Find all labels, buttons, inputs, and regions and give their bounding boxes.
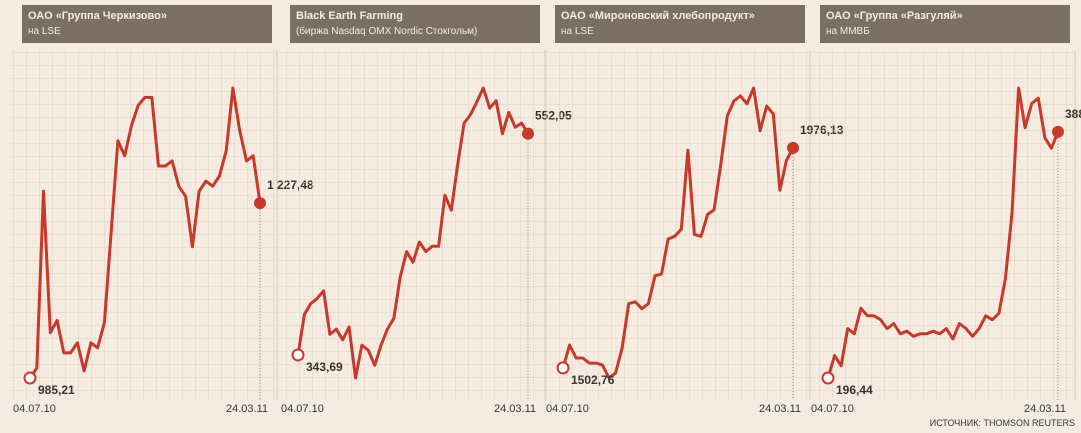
price-line — [296, 86, 530, 380]
chart-title: Black Earth Farming — [296, 10, 403, 22]
start-point — [291, 348, 305, 362]
end-point — [522, 127, 534, 140]
value-label: 388,77 — [1065, 107, 1081, 121]
x-tick-label: 24.03.11 — [1024, 403, 1066, 415]
x-tick-label: 04.07.10 — [546, 403, 589, 415]
value-label: 343,69 — [306, 360, 343, 374]
header-box — [290, 5, 540, 43]
source: ИСТОЧНИК: THOMSON REUTERS — [930, 418, 1075, 428]
chart-subtitle: (биржа Nasdaq OMX Nordic Стокгольм) — [296, 25, 477, 37]
x-tick-label: 04.07.10 — [13, 403, 56, 415]
grid — [543, 50, 808, 400]
chart-subtitle: на ММВБ — [826, 26, 870, 37]
x-tick-label: 24.03.11 — [226, 403, 268, 415]
x-tick-label: 24.03.11 — [494, 403, 536, 415]
price-line — [28, 86, 262, 379]
chart-title: ОАО «Группа «Разгуляй» — [826, 10, 963, 22]
header-box — [820, 5, 1070, 43]
start-point — [556, 361, 570, 375]
price-line — [561, 86, 795, 380]
price-line — [826, 86, 1060, 379]
end-point — [254, 197, 266, 210]
end-point — [1052, 125, 1064, 138]
chart-title: ОАО «Мироновский хлебопродукт» — [561, 10, 755, 22]
grid — [278, 50, 543, 400]
value-label: 196,44 — [836, 383, 873, 397]
x-tick-label: 04.07.10 — [811, 403, 854, 415]
x-tick-label: 04.07.10 — [281, 403, 324, 415]
start-point — [821, 371, 835, 385]
header-box — [555, 5, 805, 43]
chart-title: ОАО «Группа Черкизово» — [28, 10, 167, 22]
chart-subtitle: на LSE — [28, 26, 61, 37]
start-point — [23, 371, 37, 385]
end-point — [787, 141, 799, 154]
header-box — [22, 5, 272, 43]
value-label: 985,21 — [38, 383, 75, 397]
x-tick-label: 24.03.11 — [759, 403, 801, 415]
chart-subtitle: на LSE — [561, 26, 594, 37]
value-label: 1502,76 — [571, 373, 615, 387]
